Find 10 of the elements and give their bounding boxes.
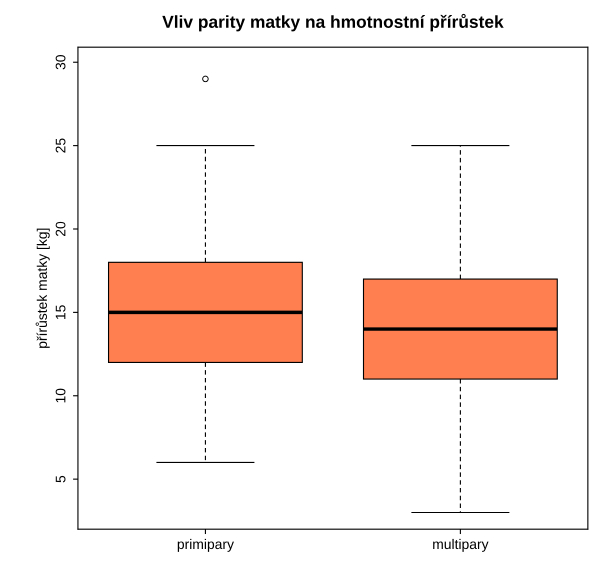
chart-title: Vliv parity matky na hmotnostní přírůstek bbox=[162, 14, 504, 32]
y-tick-label: 10 bbox=[56, 388, 66, 402]
y-tick-label: 5 bbox=[56, 476, 66, 482]
y-tick-label: 30 bbox=[56, 55, 66, 70]
y-tick-label: 25 bbox=[56, 138, 66, 153]
x-tick-label: primipary bbox=[178, 538, 234, 552]
x-tick-label: multipary bbox=[433, 538, 489, 552]
y-axis-title: přírůstek matky [kg] bbox=[36, 228, 50, 348]
y-tick-label: 15 bbox=[56, 305, 66, 320]
y-tick-label: 20 bbox=[56, 222, 66, 236]
